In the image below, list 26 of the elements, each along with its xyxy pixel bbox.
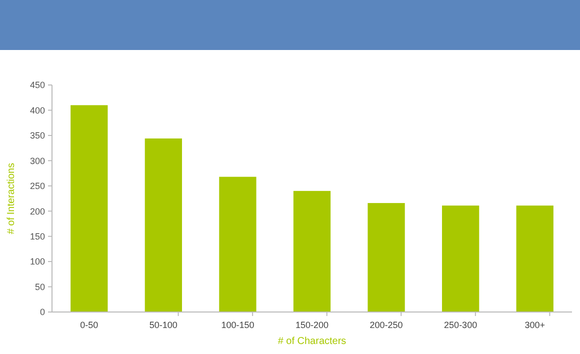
x-tick-label: 150-200 bbox=[295, 320, 329, 330]
x-tick-label: 200-250 bbox=[370, 320, 403, 330]
x-tick-label: 300+ bbox=[524, 320, 545, 330]
y-tick-label: 100 bbox=[30, 256, 45, 267]
y-tick-label: 250 bbox=[30, 181, 45, 192]
y-tick-label: 50 bbox=[34, 282, 45, 292]
bar bbox=[368, 203, 405, 312]
x-tick-label: 250-300 bbox=[444, 320, 478, 330]
x-tick-label: 0-50 bbox=[80, 320, 98, 330]
y-axis-title: # of Interactions bbox=[6, 162, 17, 234]
y-tick-label: 400 bbox=[30, 105, 45, 116]
bar bbox=[70, 105, 108, 312]
x-tick-label: 100-150 bbox=[221, 320, 254, 330]
x-axis-title: # of Characters bbox=[278, 336, 346, 347]
bar bbox=[144, 138, 182, 312]
bar bbox=[442, 206, 480, 312]
y-tick-label: 300 bbox=[30, 156, 45, 166]
bar bbox=[293, 190, 331, 312]
x-tick-label: 50-100 bbox=[149, 320, 178, 330]
y-tick-label: 350 bbox=[30, 130, 45, 141]
y-tick-label: 0 bbox=[40, 307, 45, 318]
y-tick-label: 150 bbox=[30, 231, 45, 242]
y-tick-label: 200 bbox=[30, 206, 45, 216]
bar bbox=[219, 176, 256, 312]
bar bbox=[516, 206, 554, 312]
y-tick-label: 450 bbox=[30, 80, 45, 90]
